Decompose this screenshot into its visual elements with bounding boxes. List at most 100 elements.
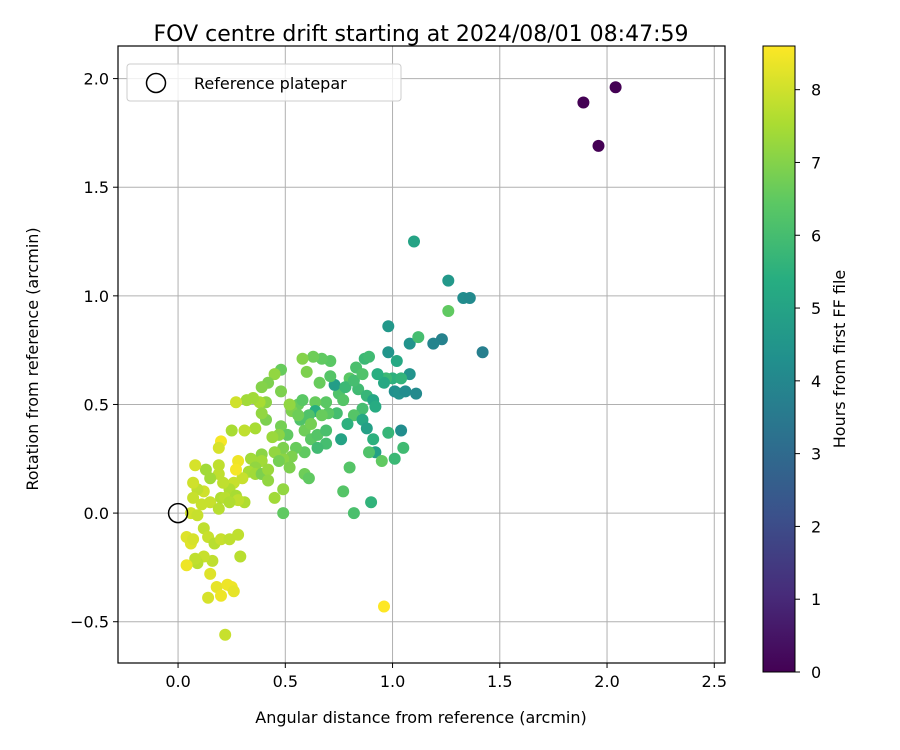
colorbar-tick-label: 2 — [811, 517, 821, 536]
data-point — [311, 441, 324, 454]
x-tick-label: 1.0 — [380, 672, 405, 691]
data-point — [187, 476, 200, 489]
data-point — [187, 491, 200, 504]
data-point — [283, 398, 296, 411]
legend-marker — [145, 72, 167, 94]
data-point — [375, 455, 388, 467]
data-point — [230, 463, 242, 476]
data-point — [390, 355, 403, 367]
data-point — [339, 381, 352, 394]
data-point — [305, 418, 317, 430]
data-point — [204, 496, 217, 509]
x-tick-label: 0.5 — [273, 672, 298, 691]
data-point — [277, 507, 290, 520]
data-points — [167, 81, 622, 641]
y-tick-label: 1.5 — [84, 178, 109, 197]
data-point — [341, 418, 354, 430]
data-point — [367, 433, 380, 446]
data-point — [315, 409, 328, 422]
chart-title: FOV centre drift starting at 2024/08/01 … — [154, 22, 689, 47]
data-point — [300, 365, 313, 378]
legend-box — [126, 63, 402, 102]
data-point — [189, 459, 202, 472]
data-point — [215, 533, 227, 546]
x-tick-label: 1.5 — [487, 672, 512, 691]
data-point — [292, 409, 305, 422]
data-point — [202, 591, 215, 604]
data-point — [347, 507, 360, 520]
data-point — [296, 394, 309, 407]
data-point — [219, 628, 232, 641]
data-point — [262, 463, 275, 476]
data-point — [410, 387, 423, 400]
data-point — [296, 352, 309, 365]
plot-frame — [117, 45, 726, 664]
data-point — [240, 394, 253, 407]
y-tick-label: 1.0 — [84, 287, 109, 306]
data-point — [212, 441, 225, 454]
data-point — [309, 396, 322, 409]
colorbar-tick-label: 0 — [811, 663, 821, 682]
y-tick-label: 0.5 — [84, 395, 109, 414]
data-point — [337, 394, 350, 407]
data-point — [347, 374, 360, 387]
data-point — [371, 368, 384, 381]
data-point — [382, 346, 395, 359]
data-point — [212, 459, 225, 472]
legend-entry-reference: Reference platepar — [194, 74, 347, 93]
data-point — [277, 483, 290, 496]
data-point — [180, 559, 193, 572]
data-point — [307, 350, 320, 363]
data-point — [463, 292, 476, 304]
colorbar: 0 1 2 3 4 5 6 7 8 — [762, 45, 821, 682]
data-point — [320, 424, 333, 437]
data-point — [199, 463, 212, 476]
data-point — [249, 422, 262, 435]
x-tick-label: 0.0 — [165, 672, 190, 691]
x-tick-label: 2.0 — [594, 672, 619, 691]
data-point — [427, 337, 440, 350]
data-point — [365, 496, 378, 509]
colorbar-gradient — [762, 45, 796, 673]
data-point — [592, 139, 605, 152]
data-point — [255, 381, 268, 394]
data-point — [399, 385, 412, 398]
data-point — [360, 422, 373, 435]
data-point — [356, 402, 369, 415]
data-point — [442, 305, 455, 317]
data-point — [281, 428, 294, 441]
data-point — [330, 407, 343, 420]
colorbar-tick-label: 5 — [811, 299, 821, 318]
data-point — [272, 455, 285, 467]
data-point — [609, 81, 622, 94]
y-tick-label: 2.0 — [84, 70, 109, 89]
data-point — [212, 502, 225, 515]
data-point — [343, 461, 356, 474]
colorbar-tick-label: 7 — [811, 153, 821, 172]
data-point — [320, 396, 333, 409]
data-point — [577, 96, 590, 109]
axes: 0.0 0.5 1.0 1.5 2.0 2.5 −0.5 0.0 0.5 1.0 1.5 2.0 — [70, 45, 727, 691]
colorbar-label: Hours from first FF file — [830, 270, 849, 449]
data-point — [232, 528, 245, 541]
data-point — [230, 396, 242, 409]
data-point — [223, 496, 236, 509]
data-point — [234, 550, 247, 563]
colorbar-tick-label: 6 — [811, 226, 821, 245]
data-point — [324, 370, 337, 383]
data-point — [363, 446, 375, 459]
data-point — [337, 485, 350, 498]
data-point — [395, 372, 408, 385]
data-point — [363, 350, 375, 363]
y-tick-label: −0.5 — [70, 613, 109, 632]
data-point — [302, 472, 315, 485]
data-point — [397, 441, 410, 454]
data-point — [187, 533, 200, 546]
data-point — [268, 368, 281, 381]
data-point — [262, 474, 275, 487]
x-axis-label: Angular distance from reference (arcmin) — [255, 708, 586, 727]
data-point — [408, 235, 420, 248]
data-point — [403, 337, 416, 350]
data-point — [369, 400, 382, 413]
